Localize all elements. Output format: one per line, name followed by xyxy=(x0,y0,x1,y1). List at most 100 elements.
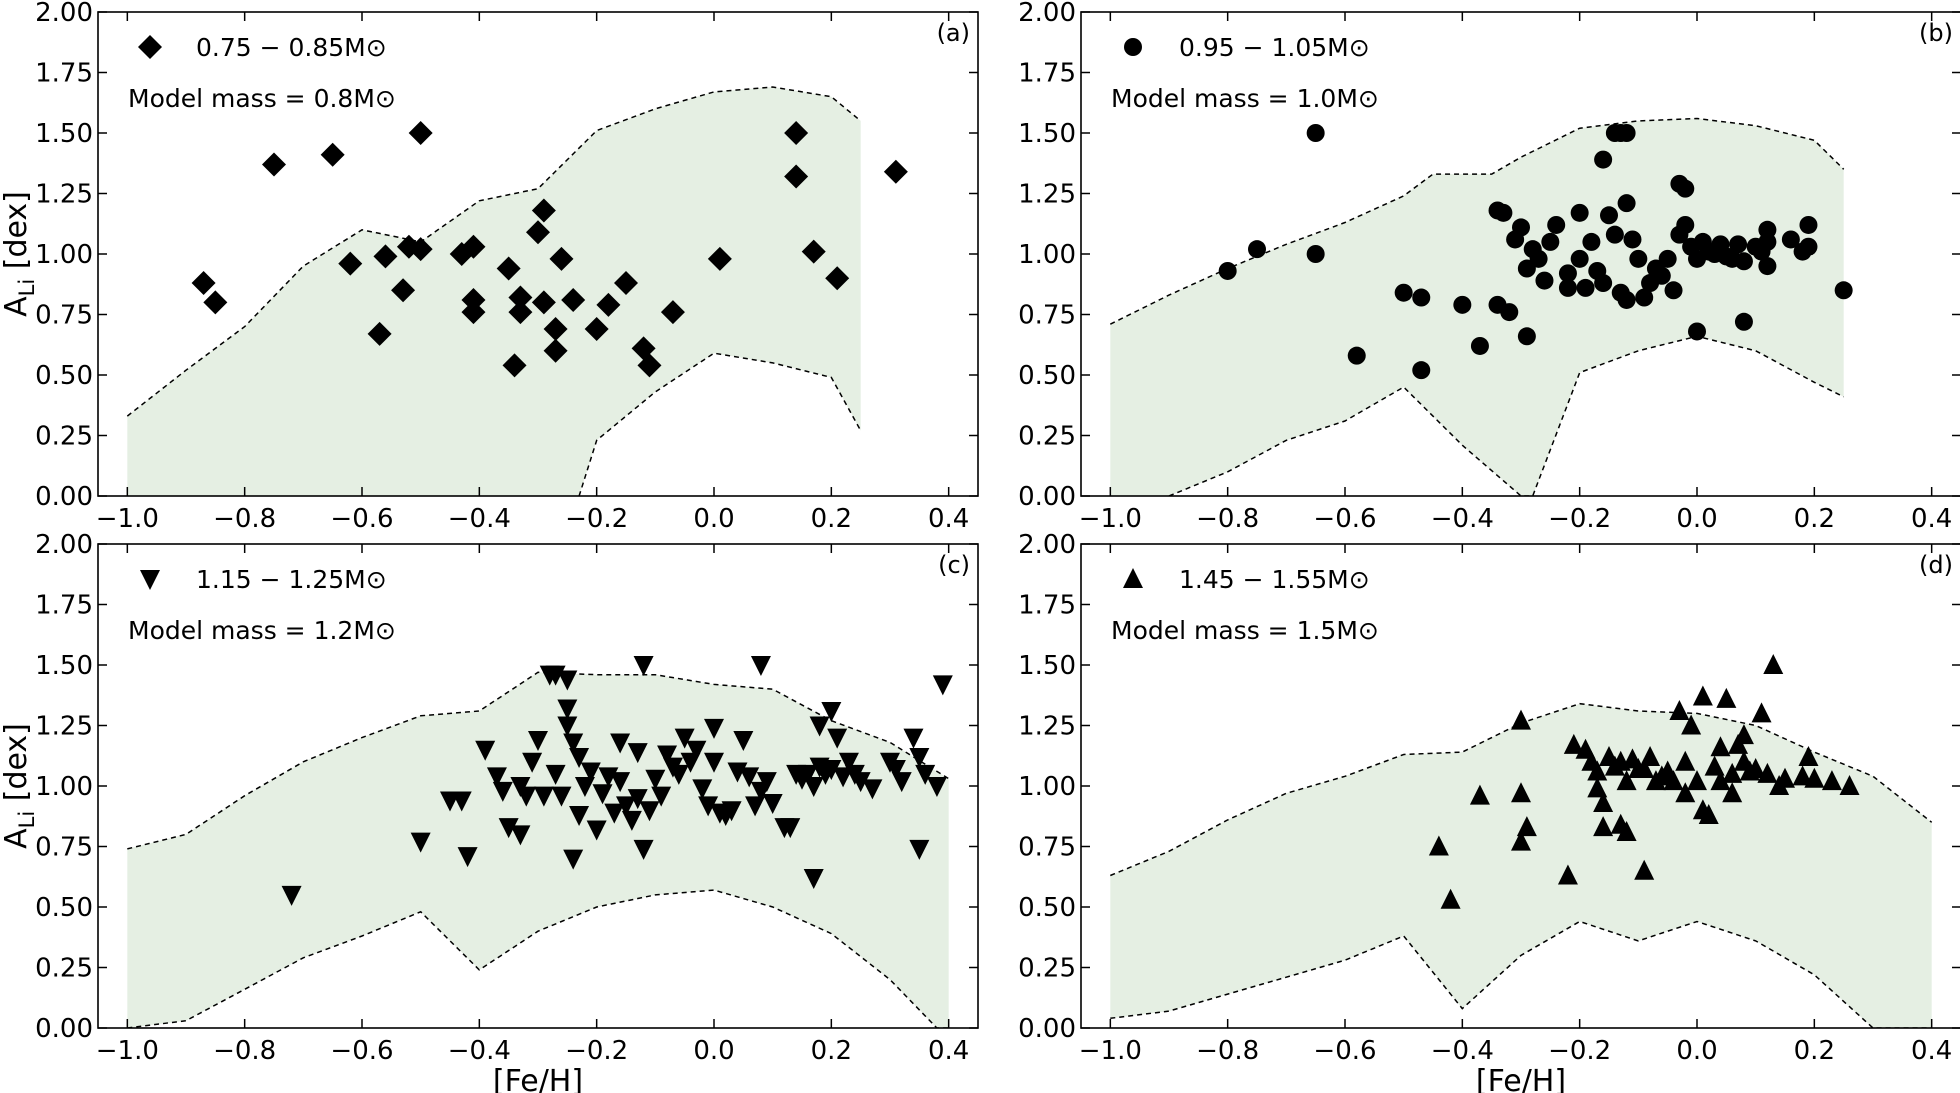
data-point xyxy=(528,731,548,752)
data-point xyxy=(1453,295,1472,314)
data-point xyxy=(1306,245,1325,263)
data-point xyxy=(674,728,695,749)
data-point xyxy=(1669,699,1690,720)
model-mass-label: Model mass = 1.2M⊙ xyxy=(128,616,396,645)
data-point xyxy=(1675,750,1696,771)
data-point xyxy=(1716,687,1737,708)
data-point xyxy=(1781,230,1800,249)
data-point xyxy=(756,772,777,793)
x-tick-label: 0.4 xyxy=(1911,1036,1952,1066)
data-point xyxy=(891,772,912,793)
data-point xyxy=(580,762,601,783)
x-tick-label: −0.4 xyxy=(1431,1036,1494,1066)
data-point xyxy=(1652,266,1671,285)
y-tick-label: 2.00 xyxy=(35,530,93,560)
data-point xyxy=(475,740,496,761)
x-axis-label: [Fe/H] xyxy=(1476,1064,1566,1093)
legend-label: 0.75 − 0.85M⊙ xyxy=(196,33,387,62)
data-point xyxy=(1804,767,1825,788)
data-point xyxy=(338,251,363,276)
data-point xyxy=(498,818,519,839)
legend-label: 1.45 − 1.55M⊙ xyxy=(1179,565,1370,594)
panel-label: (b) xyxy=(1919,19,1953,47)
data-point xyxy=(704,752,724,773)
model-upper-edge xyxy=(1109,117,1845,325)
data-point xyxy=(584,317,609,342)
data-point xyxy=(281,885,302,906)
data-point xyxy=(660,300,685,325)
data-point xyxy=(1635,288,1654,307)
data-point xyxy=(1517,327,1536,346)
data-point xyxy=(1670,174,1689,193)
data-point xyxy=(1722,762,1743,783)
data-point xyxy=(1511,782,1531,803)
legend-marker xyxy=(138,35,162,59)
data-point xyxy=(833,767,854,788)
data-point xyxy=(549,246,574,271)
data-point xyxy=(563,733,584,754)
data-point xyxy=(803,868,824,889)
x-tick-label: −0.8 xyxy=(1196,1036,1259,1066)
data-point xyxy=(780,818,801,839)
data-point xyxy=(1570,203,1589,222)
y-tick-label: 0.00 xyxy=(35,1014,93,1044)
x-tick-label: 0.4 xyxy=(1911,504,1952,534)
data-point xyxy=(698,796,719,817)
data-point xyxy=(373,244,398,269)
data-point xyxy=(1494,203,1513,222)
data-point xyxy=(604,803,625,824)
legend-marker xyxy=(140,570,160,590)
data-point xyxy=(586,820,607,841)
y-tick-label: 1.75 xyxy=(1018,591,1076,621)
data-point xyxy=(745,796,766,817)
model-lower-edge xyxy=(1110,920,1932,1028)
data-point xyxy=(657,745,678,766)
x-tick-label: −0.4 xyxy=(1431,504,1494,534)
data-point xyxy=(367,321,392,346)
data-point xyxy=(1617,194,1636,213)
panel-d: −1.0 −0.8 −0.6 −0.4 −0.2 0.0 0.2 0.4 0.00 0.25 0.5… xyxy=(1018,530,1960,1093)
legend-label: 1.15 − 1.25M⊙ xyxy=(196,565,387,594)
data-point xyxy=(1658,249,1677,268)
x-tick-label: −1.0 xyxy=(1079,1036,1142,1066)
y-tick-label: 0.75 xyxy=(35,301,93,331)
data-point xyxy=(692,779,713,800)
panel-c: −1.0 −0.8 −0.6 −0.4 −0.2 0.0 0.2 0.4 0.00 0.25 0.5… xyxy=(0,530,979,1093)
data-point xyxy=(320,142,345,167)
data-point xyxy=(627,743,648,764)
x-tick-label: 0.4 xyxy=(928,504,969,534)
data-point xyxy=(569,806,590,827)
y-tick-label: 1.00 xyxy=(1018,772,1076,802)
data-point xyxy=(903,728,924,749)
x-tick-label: −0.6 xyxy=(1313,504,1376,534)
data-point xyxy=(1798,745,1819,766)
data-point xyxy=(1600,206,1618,225)
y-tick-label: 1.00 xyxy=(35,240,93,270)
data-point xyxy=(784,121,809,145)
y-tick-label: 0.00 xyxy=(35,482,93,512)
data-point xyxy=(750,656,771,676)
data-point xyxy=(932,675,953,696)
panel-label: (a) xyxy=(937,19,970,47)
data-point xyxy=(797,764,818,785)
data-point xyxy=(1792,765,1813,786)
data-point xyxy=(616,796,636,817)
panel-label: (c) xyxy=(938,551,970,579)
data-point xyxy=(1692,685,1713,706)
data-point xyxy=(1698,804,1719,825)
data-point xyxy=(531,290,556,315)
data-point xyxy=(1529,249,1548,268)
data-point xyxy=(1751,702,1772,723)
data-point xyxy=(451,791,472,812)
data-point xyxy=(1516,816,1537,837)
data-point xyxy=(1799,215,1818,234)
data-point xyxy=(1722,782,1743,803)
x-tick-label: −1.0 xyxy=(1079,504,1142,534)
data-point xyxy=(1839,775,1860,795)
data-point xyxy=(1734,252,1753,271)
data-point xyxy=(592,784,613,805)
data-point xyxy=(633,839,654,860)
y-tick-label: 1.00 xyxy=(35,772,93,802)
data-point xyxy=(651,786,672,807)
data-point xyxy=(827,728,848,749)
